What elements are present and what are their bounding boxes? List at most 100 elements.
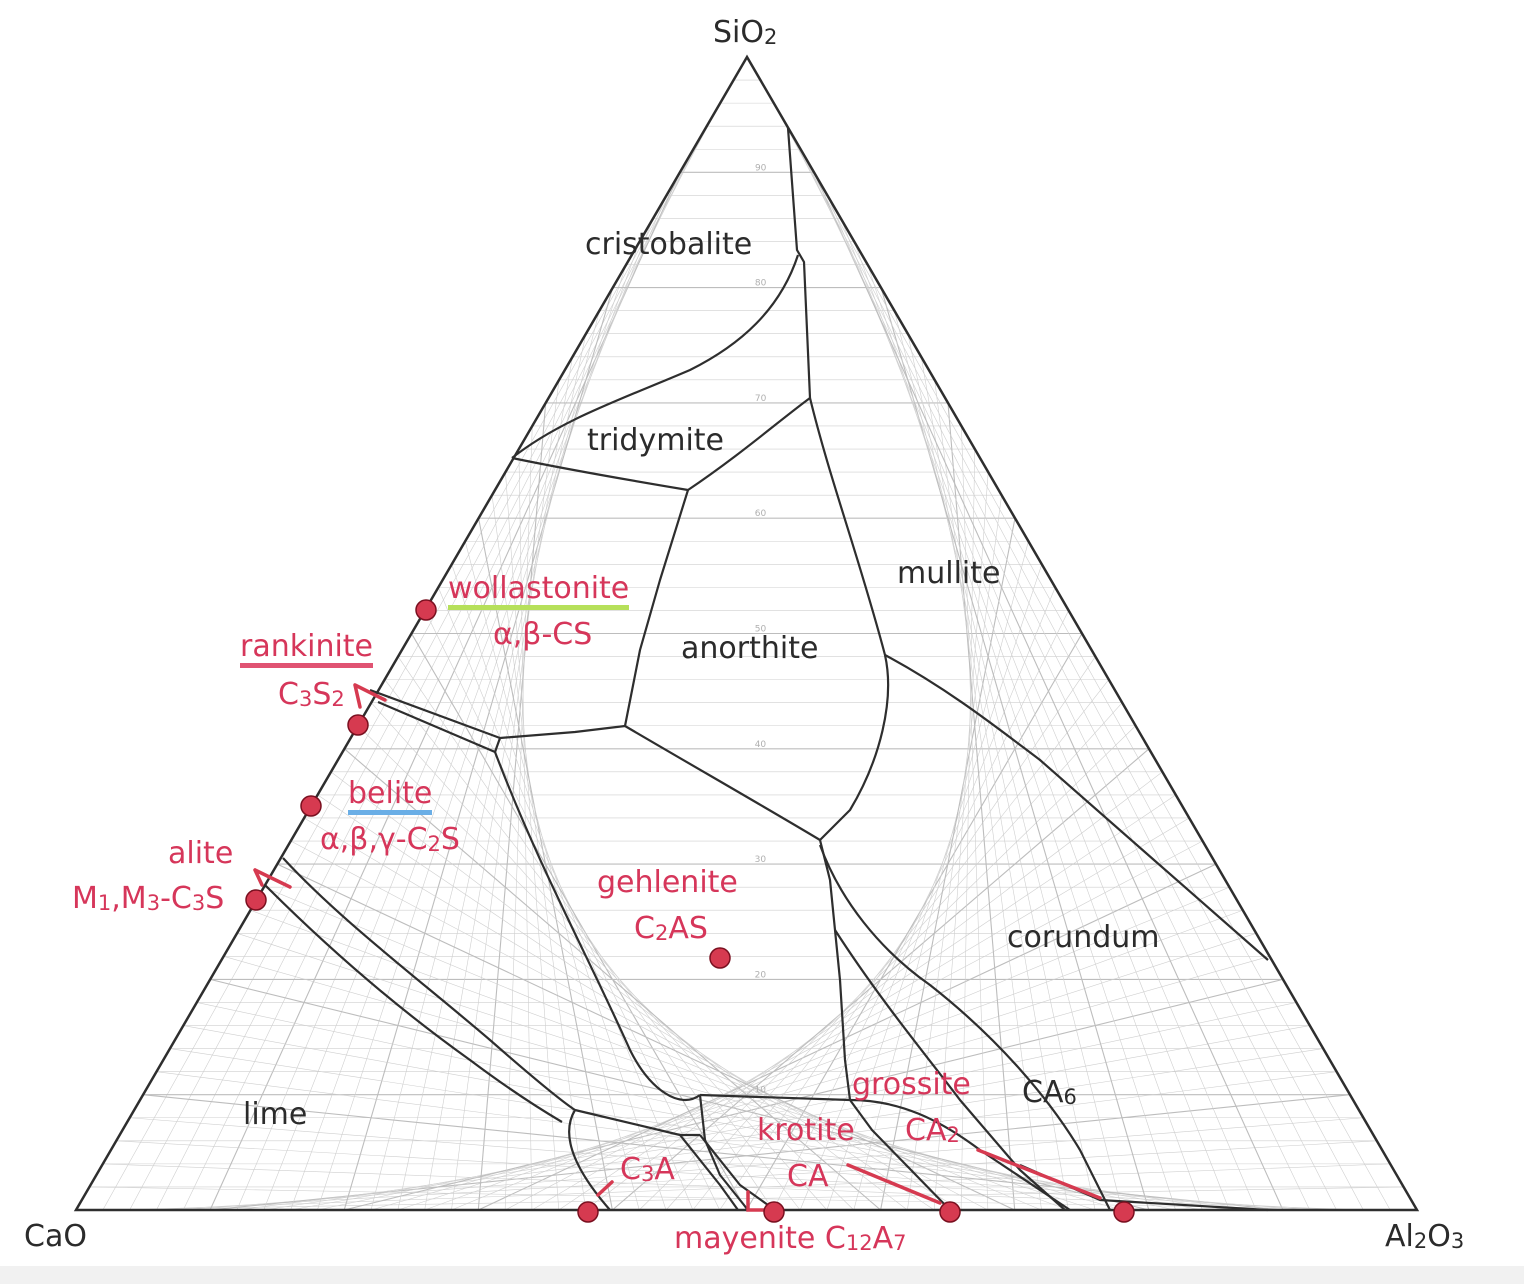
grid-tick-label: 90 [755, 163, 767, 173]
compound-formula-krotite: CA [787, 1159, 829, 1194]
grid-line-rising [183, 1025, 1203, 1211]
grid-tick-label: 60 [755, 509, 767, 519]
compound-name-krotite: krotite [757, 1113, 855, 1148]
c3a-pointer [596, 1180, 614, 1197]
compound-name-alite: alite [168, 836, 234, 871]
vertex-label-sio2: SiO2 [713, 15, 778, 50]
boundary-anorthite-mullite [808, 397, 890, 841]
grid-line-rising [397, 656, 774, 1211]
compound-name-rankinite: rankinite [240, 632, 374, 668]
grid-line-falling [907, 333, 1096, 1211]
grid-line-rising [371, 702, 828, 1211]
grid-line-rising [169, 1048, 1230, 1211]
annotation-pointers [253, 683, 1102, 1212]
grid-line-rising [129, 1117, 1310, 1211]
compound-label-mayenite: mayenite C12A7 [674, 1221, 907, 1256]
bottom-edge-strip [0, 1266, 1524, 1284]
boundary-gehlenite-corundum-split [818, 839, 852, 1101]
grid-line-rising [357, 725, 854, 1211]
grid-line-falling [773, 610, 1069, 1211]
grid-line-rising [263, 886, 1042, 1211]
boundary-rankinite-lower [377, 700, 496, 754]
boundary-rankinite-notch [493, 737, 502, 753]
marker-alite [245, 889, 267, 911]
marker-belite [300, 795, 322, 817]
grid-line-falling [853, 541, 1029, 1211]
marker-wollastonite [415, 599, 437, 621]
phase-boundaries [264, 127, 1269, 1212]
grid-line-falling [746, 633, 1083, 1211]
grid-line-rising [210, 978, 1149, 1211]
grid-line-rising [223, 956, 1123, 1211]
grid-line-falling [786, 126, 1337, 1211]
grid-line-falling [799, 587, 1056, 1211]
compound-name-grossite: grossite [852, 1067, 971, 1102]
grid-tick-label: 50 [755, 625, 767, 635]
vertex-label-cao: CaO [24, 1219, 87, 1254]
boundary-wollastonite-rankinite [499, 724, 626, 740]
boundary-ca6-left [834, 929, 1066, 1211]
field-label-corundum: corundum [1007, 920, 1160, 955]
grid-line-falling [907, 495, 1002, 1211]
grid-line-falling [840, 218, 1230, 1211]
grid-line-falling [894, 310, 1123, 1211]
grossite-pointer [976, 1148, 1102, 1200]
grid-line-falling [961, 425, 989, 1211]
rankinite-pointer [353, 683, 387, 709]
grid-line-falling [880, 287, 1150, 1211]
compound-formula-alite: M1,M3-C3S [72, 881, 225, 916]
marker-krotite [939, 1201, 961, 1223]
grid-line-rising [236, 932, 1096, 1211]
compound-name-gehlenite: gehlenite [597, 865, 738, 900]
grid-line-falling [760, 79, 1391, 1211]
boundary-mayenite [699, 1134, 776, 1211]
boundary-lime-belite-upper [282, 857, 576, 1111]
krotite-pointer [846, 1163, 942, 1205]
field-label-anorthite: anorthite [681, 631, 819, 666]
alite-pointer [253, 868, 292, 889]
field-label-cristobalite: cristobalite [585, 227, 753, 262]
grid-line-falling [934, 379, 1042, 1211]
compound-formula-wollastonite: α,β-CS [493, 617, 593, 652]
grid-tick-label: 10 [755, 1086, 767, 1096]
boundary-lime-belite-lower [264, 884, 563, 1123]
grid-line-rising [303, 817, 962, 1211]
grid-line-falling [826, 564, 1043, 1211]
boundary-gehlenite-grossite [699, 1093, 951, 1211]
grid-tick-label: 30 [755, 855, 767, 865]
boundary-corundum-inner [818, 844, 1111, 1211]
marker-grossite [1113, 1201, 1135, 1223]
compound-formula-gehlenite: C2AS [634, 911, 708, 946]
boundary-c3a-left [568, 1109, 611, 1211]
grid-line-rising [317, 794, 935, 1211]
boundary-rankinite-upper [369, 688, 501, 740]
boundary-anorthite-gehlenite [624, 725, 821, 841]
grid-tick-label: 40 [755, 740, 767, 750]
grid-line-falling [880, 518, 1016, 1211]
grid-line-rising [384, 679, 801, 1211]
grid-tick-label: 80 [755, 279, 767, 289]
grid-line-falling [920, 356, 1069, 1211]
boundary-mullite-corundum [884, 654, 1269, 961]
boundary-belite-gehlenite [493, 751, 701, 1101]
compound-markers [245, 599, 1135, 1223]
marker-rankinite [347, 714, 369, 736]
field-label-tridymite: tridymite [587, 423, 725, 458]
marker-gehlenite [709, 947, 731, 969]
grid-line-rising [411, 633, 747, 1211]
compound-formula-belite: α,β,γ-C2S [320, 822, 460, 857]
grid-line-falling [813, 172, 1284, 1211]
grid-line-falling [947, 402, 1016, 1211]
vertex-label-al2o3: Al2O3 [1385, 1219, 1465, 1254]
grid-line-rising [330, 771, 908, 1211]
grid-line-rising [250, 909, 1069, 1211]
grid-line-rising [344, 748, 881, 1211]
marker-mayenite [763, 1201, 785, 1223]
grid-line-rising [290, 840, 989, 1211]
boundary-grossite-ca6 [849, 1098, 1071, 1211]
compound-formula-rankinite: C3S2 [278, 677, 345, 712]
grid-line-falling [800, 149, 1310, 1211]
grid-tick-labels: 10 20 30 40 50 60 70 80 90 [755, 163, 767, 1095]
grid-line-rising [277, 863, 1015, 1211]
